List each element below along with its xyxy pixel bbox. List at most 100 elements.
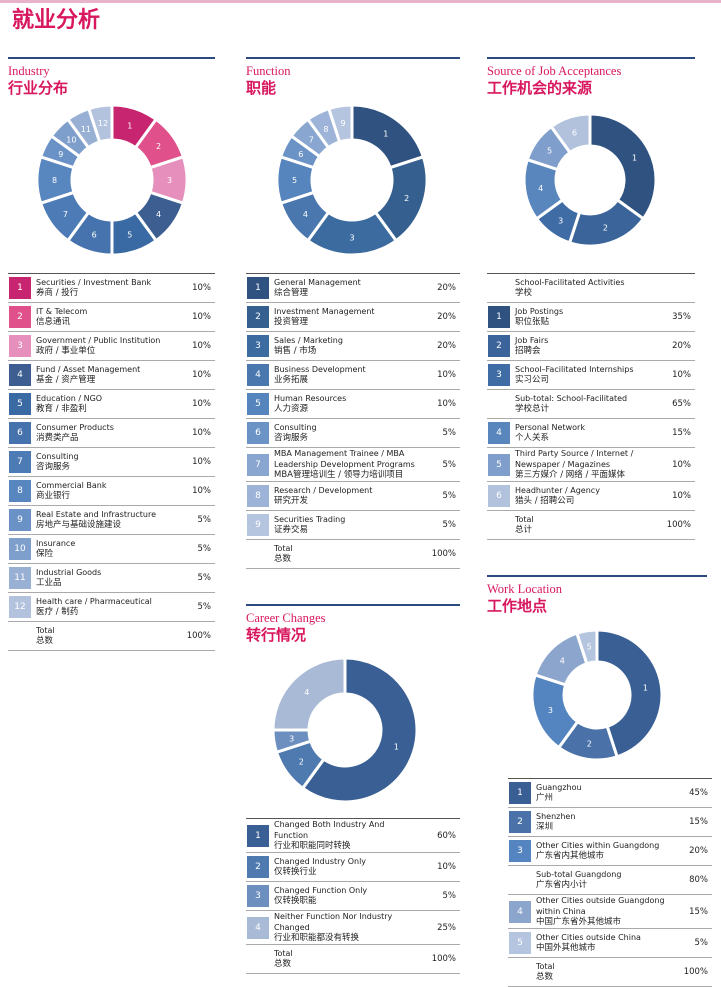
label-zh: 医疗 / 制药 xyxy=(36,607,79,617)
row-label: Third Party Source / Internet / Newspape… xyxy=(515,448,651,481)
label-en: Business Development xyxy=(274,365,366,374)
table-row: Sub-total: School-Facilitated 学校总计 65% xyxy=(487,390,695,419)
percentage: 80% xyxy=(689,875,708,885)
table-row: 8 Research / Development 研究开发 5% xyxy=(246,482,460,511)
percentage: 20% xyxy=(437,341,456,351)
number-box: 3 xyxy=(488,364,510,386)
table-row: 6 Consumer Products 消费类产品 10% xyxy=(8,419,215,448)
row-label: Other Cities outside Guangdong within Ch… xyxy=(536,895,668,928)
segment-number: 1 xyxy=(643,683,648,692)
percentage: 5% xyxy=(197,515,212,525)
percentage: 5% xyxy=(442,428,457,438)
table-row: School-Facilitated Activities 学校 xyxy=(487,274,695,303)
label-zh: 中国广东省外其他城市 xyxy=(536,917,622,927)
row-label: School–Facilitated Internships 实习公司 xyxy=(515,364,651,386)
table-row: 7 MBA Management Trainee / MBA Leadership… xyxy=(246,448,460,482)
table-row: Sub-total Guangdong 广东省内小计 80% xyxy=(508,866,712,895)
segment-number: 11 xyxy=(81,125,91,134)
row-label: Changed Function Only 仅转换职能 xyxy=(274,885,416,907)
label-en: Total xyxy=(515,515,534,524)
section-title-zh: 行业分布 xyxy=(8,79,69,97)
donut-segment xyxy=(595,628,664,759)
percentage: 15% xyxy=(689,906,708,917)
label-en: Sales / Marketing xyxy=(274,336,343,345)
label-en: Consumer Products xyxy=(36,423,114,432)
row-label: Consumer Products 消费类产品 xyxy=(36,422,171,444)
segment-number: 5 xyxy=(292,176,297,185)
percentage: 20% xyxy=(672,341,691,351)
segment-number: 6 xyxy=(298,150,303,159)
percentage: 5% xyxy=(442,459,457,470)
percentage: 5% xyxy=(694,938,709,948)
label-en: Headhunter / Agency xyxy=(515,486,600,495)
label-en: Securities Trading xyxy=(274,515,346,524)
row-label: Sales / Marketing 销售 / 市场 xyxy=(274,335,416,357)
row-label: Guangzhou 广州 xyxy=(536,782,668,804)
label-zh: 消费类产品 xyxy=(36,433,79,443)
number-box: 4 xyxy=(509,900,531,923)
total-row: Total 总数 100% xyxy=(246,945,460,974)
number-box: 12 xyxy=(9,596,31,618)
row-label: Changed Industry Only 仅转换行业 xyxy=(274,856,416,878)
percentage: 10% xyxy=(437,862,456,872)
label-en: Insurance xyxy=(36,539,76,548)
donut-segment xyxy=(300,656,419,804)
label-en: Neither Function Nor Industry Changed xyxy=(274,912,393,932)
label-zh: 仅转换职能 xyxy=(274,896,317,906)
label-zh: 销售 / 市场 xyxy=(274,346,317,356)
row-label: Consulting 咨询服务 xyxy=(36,451,171,473)
number-box: 7 xyxy=(9,451,31,473)
number-box: 2 xyxy=(247,856,269,878)
table: 1 Securities / Investment Bank 券商 / 投行 10% 2… xyxy=(8,273,215,651)
section-title-en: Industry xyxy=(8,64,50,78)
label-zh: 行业和职能同时转换 xyxy=(274,841,351,851)
number-box: 1 xyxy=(9,277,31,299)
label-zh: 职位张贴 xyxy=(515,317,550,327)
number-box: 3 xyxy=(9,335,31,357)
number-box: 9 xyxy=(247,514,269,536)
label-zh: 商业银行 xyxy=(36,491,71,501)
number-box: 3 xyxy=(247,885,269,907)
table-row: 3 Government / Public Institution 政府 / 事业单… xyxy=(8,332,215,361)
table-row: 4 Neither Function Nor Industry Changed 行业… xyxy=(246,911,460,945)
segment-number: 2 xyxy=(587,739,592,748)
segment-number: 6 xyxy=(92,231,97,240)
label-en: School-Facilitated Activities xyxy=(515,278,625,287)
label-en: Consulting xyxy=(274,423,317,432)
segment-number: 3 xyxy=(349,234,354,243)
table-row: 3 Changed Function Only 仅转换职能 5% xyxy=(246,882,460,911)
number-box: 8 xyxy=(247,485,269,507)
row-label: IT & Telecom 信息通讯 xyxy=(36,306,171,328)
row-label: MBA Management Trainee / MBA Leadership … xyxy=(274,448,416,481)
row-label: Health care / Pharmaceutical 医疗 / 制药 xyxy=(36,596,171,618)
table-row: 1 General Management 综合管理 20% xyxy=(246,274,460,303)
label-en: Other Cities outside Guangdong within Ch… xyxy=(536,896,665,916)
percentage: 65% xyxy=(672,399,691,409)
segment-number: 4 xyxy=(156,210,161,219)
number-box: 4 xyxy=(247,364,269,386)
segment-number: 9 xyxy=(58,150,63,159)
percentage: 10% xyxy=(192,370,211,380)
donut-segment xyxy=(271,656,347,732)
row-label: Changed Both Industry And Function 行业和职能同… xyxy=(274,819,416,852)
percentage: 15% xyxy=(689,817,708,827)
percentage: 15% xyxy=(672,428,691,438)
segment-number: 4 xyxy=(538,184,543,193)
percentage: 100% xyxy=(666,520,691,530)
label-en: Sub-total: School-Facilitated xyxy=(515,394,628,403)
label-zh: 证券交易 xyxy=(274,525,309,535)
row-label: Human Resources 人力资源 xyxy=(274,393,416,415)
percentage: 10% xyxy=(192,312,211,322)
label-en: IT & Telecom xyxy=(36,307,88,316)
table-row: 2 Shenzhen 深圳 15% xyxy=(508,808,712,837)
percentage: 5% xyxy=(442,491,457,501)
section-header: Industry 行业分布 xyxy=(8,57,215,97)
row-label: Education / NGO 教育 / 非盈利 xyxy=(36,393,171,415)
row-label: Industrial Goods 工业品 xyxy=(36,567,171,589)
label-zh: 第三方媒介 / 网络 / 平面媒体 xyxy=(515,470,626,480)
donut-segment xyxy=(326,103,354,144)
label-zh: 招聘会 xyxy=(515,346,541,356)
label-zh: 业务拓展 xyxy=(274,375,309,385)
